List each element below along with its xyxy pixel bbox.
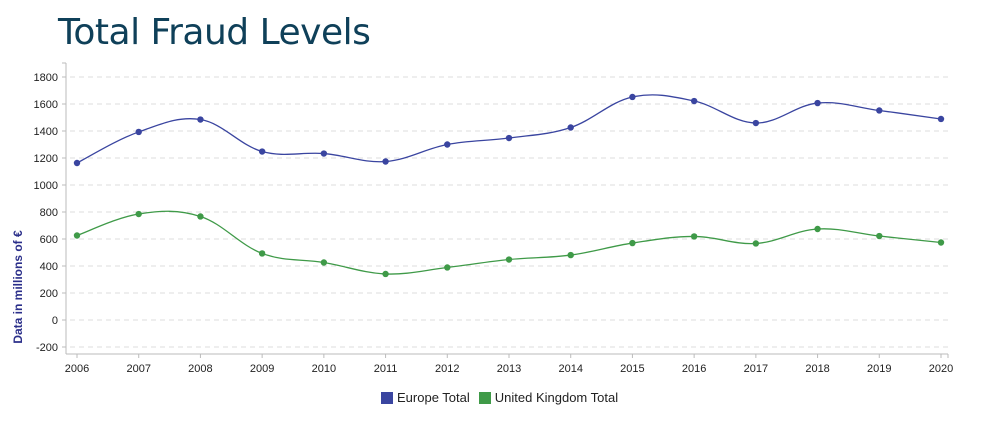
legend-item-uk[interactable]: United Kingdom Total [478,390,619,405]
data-point[interactable] [629,239,636,247]
y-ticks: 1800 1600 1400 1200 1000 800 600 400 200 0 -200 [34,72,66,354]
y-axis-label: Data in millions of € [11,230,25,344]
x-tick-label: 2019 [867,363,891,375]
x-tick-label: 2013 [497,363,521,375]
y-tick-label: 1000 [34,180,58,192]
x-tick-label: 2016 [682,363,706,375]
data-point[interactable] [382,158,389,165]
data-point[interactable] [320,259,328,266]
europe-swatch-icon [381,391,393,404]
y-tick-label: 1400 [34,126,58,138]
y-tick-label: 1600 [34,99,58,111]
x-tick-label: 2010 [312,363,336,375]
data-point[interactable] [444,264,451,271]
data-point[interactable] [320,150,328,157]
series-europe-total [73,93,945,167]
data-point[interactable] [258,148,266,155]
x-tick-label: 2012 [435,363,459,375]
legend-label-uk: United Kingdom Total [494,390,619,405]
x-tick-label: 2011 [374,363,398,375]
data-point[interactable] [876,107,883,114]
x-tick-label: 2007 [126,363,150,375]
x-tick-label: 2009 [250,363,274,375]
y-tick-label: 1800 [34,72,58,84]
data-point[interactable] [135,128,142,136]
data-point[interactable] [937,239,945,246]
x-tick-label: 2015 [620,363,644,375]
data-point[interactable] [937,115,945,123]
data-point[interactable] [73,232,81,239]
data-point[interactable] [814,99,821,107]
data-point[interactable] [505,256,513,263]
data-point[interactable] [197,213,204,220]
series-line [76,94,942,164]
data-point[interactable] [876,232,883,240]
x-tick-label: 2006 [65,363,89,375]
data-point[interactable] [382,270,389,278]
y-tick-label: 400 [40,261,58,273]
x-ticks: 2006 2007 2008 2009 2010 2011 2012 2013 2014 2015… [65,354,953,375]
data-point[interactable] [752,119,760,127]
y-tick-label: -200 [36,342,58,354]
data-point[interactable] [73,159,81,167]
data-point[interactable] [197,116,204,123]
uk-swatch-icon [478,391,491,404]
data-point[interactable] [135,210,142,218]
series-line [76,210,942,275]
data-point[interactable] [752,240,760,247]
legend: Europe Total United Kingdom Total [381,390,627,405]
y-tick-label: 0 [52,315,58,327]
x-tick-label: 2018 [805,363,829,375]
x-tick-label: 2008 [188,363,212,375]
y-tick-label: 600 [40,234,58,246]
data-point[interactable] [567,124,574,131]
y-tick-label: 1200 [34,153,58,165]
data-point[interactable] [505,134,513,142]
x-tick-label: 2017 [744,363,768,375]
axes [62,62,949,358]
data-point[interactable] [629,93,636,101]
chart-title: Total Fraud Levels [58,12,371,53]
gridlines [70,76,948,348]
x-tick-label: 2014 [558,363,582,375]
legend-item-europe[interactable]: Europe Total [381,390,470,405]
series-group [73,93,945,278]
data-point[interactable] [814,225,821,233]
legend-label-europe: Europe Total [397,390,470,405]
data-point[interactable] [690,97,698,105]
data-point[interactable] [690,233,698,240]
x-tick-label: 2020 [929,363,953,375]
data-point[interactable] [567,251,574,259]
series-united-kingdom-total [73,210,945,278]
data-point[interactable] [258,250,266,257]
y-tick-label: 800 [40,207,58,219]
data-point[interactable] [444,141,451,148]
y-tick-label: 200 [40,288,58,300]
